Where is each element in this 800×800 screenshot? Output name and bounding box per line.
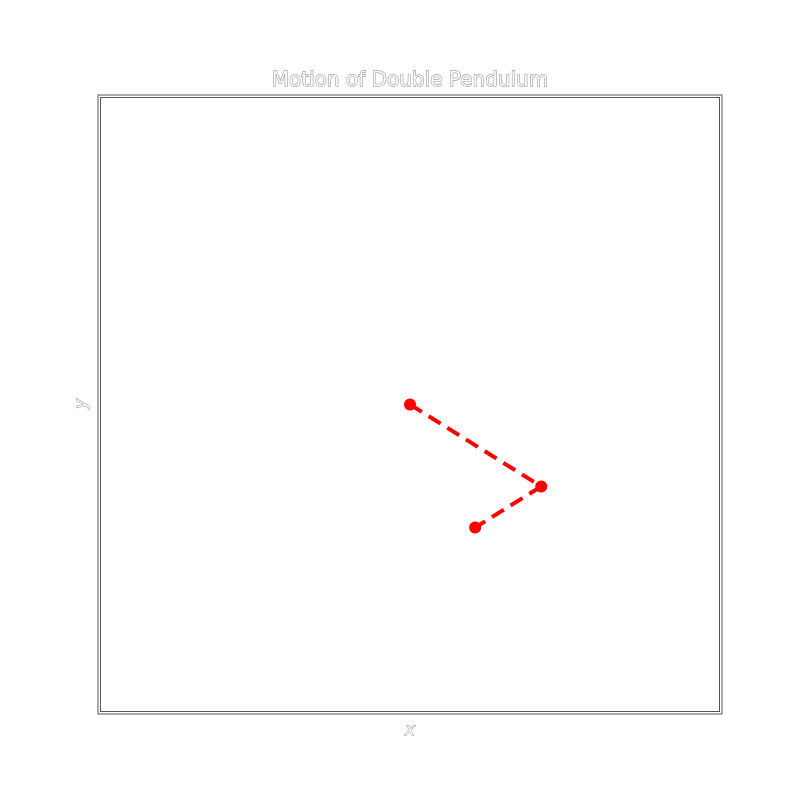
- pendulum-rod-2: [474, 484, 543, 530]
- pivot-point: [404, 398, 416, 411]
- plot-frame-inner: [100, 97, 720, 712]
- chart-title: Motion of Double Pendulum: [272, 67, 548, 91]
- series-layer: [404, 398, 548, 534]
- y-axis-label: y: [71, 398, 91, 410]
- pendulum-bob-1: [535, 480, 548, 493]
- pendulum-bob-2: [469, 521, 482, 534]
- x-axis-label: x: [404, 720, 416, 740]
- plot-frame-outer: [97, 94, 723, 715]
- pendulum-rod-1: [408, 402, 543, 489]
